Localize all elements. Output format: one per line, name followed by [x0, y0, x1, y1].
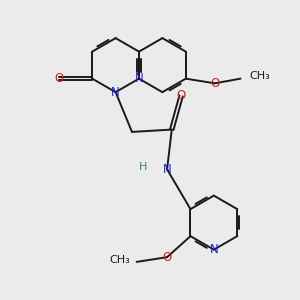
Text: O: O: [176, 89, 186, 102]
Text: O: O: [55, 72, 64, 85]
Text: N: N: [111, 86, 120, 99]
Text: O: O: [210, 77, 219, 90]
Text: N: N: [163, 163, 172, 176]
Text: N: N: [209, 243, 218, 256]
Text: H: H: [139, 162, 147, 172]
Text: O: O: [163, 251, 172, 264]
Text: N: N: [135, 72, 143, 85]
Text: CH₃: CH₃: [249, 71, 270, 81]
Text: CH₃: CH₃: [109, 254, 130, 265]
